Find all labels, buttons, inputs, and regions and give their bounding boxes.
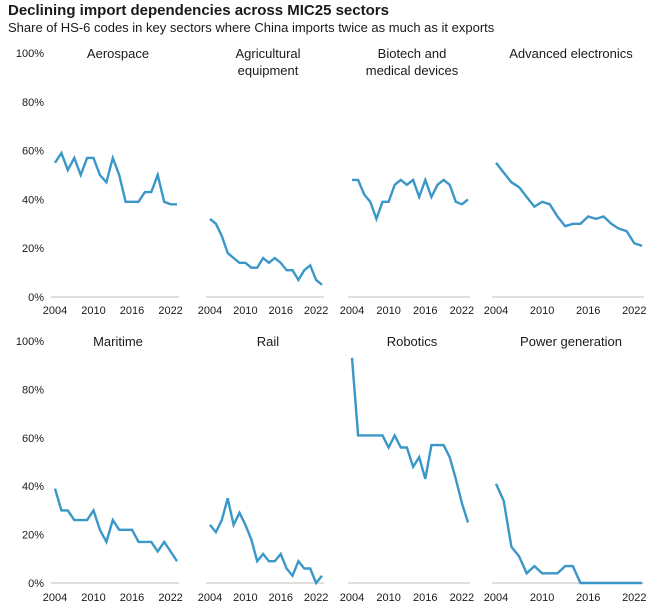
x-tick-label: 2016 bbox=[413, 305, 437, 317]
panel-title: Agricultural bbox=[235, 46, 300, 61]
x-tick-label: 2004 bbox=[340, 305, 364, 317]
x-tick-label: 2016 bbox=[268, 592, 292, 604]
x-tick-label: 2022 bbox=[158, 305, 182, 317]
chart-title: Declining import dependencies across MIC… bbox=[8, 2, 389, 19]
x-tick-label: 2022 bbox=[622, 305, 646, 317]
series-line-rail bbox=[209, 497, 323, 586]
panel-title: equipment bbox=[238, 63, 299, 78]
x-tick-label: 2016 bbox=[268, 305, 292, 317]
y-tick-label: 80% bbox=[22, 384, 44, 396]
y-tick-label: 60% bbox=[22, 146, 44, 158]
x-tick-label: 2010 bbox=[233, 305, 257, 317]
series-line-biotech-and-medical-devices bbox=[352, 176, 469, 223]
x-tick-label: 2022 bbox=[450, 305, 474, 317]
series-line-maritime bbox=[53, 488, 179, 562]
y-tick-label: 80% bbox=[22, 97, 44, 109]
x-tick-label: 2010 bbox=[376, 305, 400, 317]
x-tick-label: 2016 bbox=[120, 305, 144, 317]
panel-title: Aerospace bbox=[87, 46, 149, 61]
panel-title: Advanced electronics bbox=[509, 46, 633, 61]
x-tick-label: 2016 bbox=[576, 305, 600, 317]
chart-subtitle: Share of HS-6 codes in key sectors where… bbox=[8, 20, 495, 35]
y-tick-label: 20% bbox=[22, 530, 44, 542]
y-tick-label: 100% bbox=[16, 48, 44, 60]
x-tick-label: 2022 bbox=[158, 592, 182, 604]
x-tick-label: 2010 bbox=[81, 305, 105, 317]
panel-title: Maritime bbox=[93, 334, 143, 349]
y-tick-label: 40% bbox=[22, 194, 44, 206]
x-tick-label: 2004 bbox=[198, 305, 222, 317]
x-tick-label: 2016 bbox=[413, 592, 437, 604]
series-line-advanced-electronics bbox=[495, 162, 643, 247]
panel-title: Rail bbox=[257, 334, 280, 349]
y-tick-label: 100% bbox=[16, 336, 44, 348]
x-tick-label: 2010 bbox=[530, 592, 554, 604]
series-line-robotics bbox=[350, 357, 470, 523]
panel-title: medical devices bbox=[366, 63, 459, 78]
panel-title: Power generation bbox=[520, 334, 622, 349]
x-tick-label: 2022 bbox=[304, 305, 328, 317]
x-tick-label: 2022 bbox=[622, 592, 646, 604]
x-tick-label: 2016 bbox=[120, 592, 144, 604]
x-tick-label: 2004 bbox=[484, 305, 508, 317]
x-tick-label: 2004 bbox=[340, 592, 364, 604]
y-tick-label: 20% bbox=[22, 243, 44, 255]
x-tick-label: 2016 bbox=[576, 592, 600, 604]
x-tick-label: 2004 bbox=[484, 592, 508, 604]
series-line-power-generation bbox=[494, 483, 642, 585]
x-tick-label: 2004 bbox=[43, 305, 67, 317]
x-tick-label: 2010 bbox=[530, 305, 554, 317]
x-tick-label: 2010 bbox=[376, 592, 400, 604]
y-tick-label: 40% bbox=[22, 481, 44, 493]
y-tick-label: 0% bbox=[28, 578, 44, 590]
x-tick-label: 2010 bbox=[81, 592, 105, 604]
series-line-aerospace bbox=[53, 150, 177, 206]
x-tick-label: 2004 bbox=[43, 592, 67, 604]
x-tick-label: 2010 bbox=[233, 592, 257, 604]
x-tick-label: 2022 bbox=[450, 592, 474, 604]
x-tick-label: 2004 bbox=[198, 592, 222, 604]
x-tick-label: 2022 bbox=[304, 592, 328, 604]
series-line-agricultural-equipment bbox=[209, 217, 323, 286]
y-tick-label: 60% bbox=[22, 433, 44, 445]
panel-title: Robotics bbox=[387, 334, 438, 349]
y-tick-label: 0% bbox=[28, 292, 44, 304]
panel-title: Biotech and bbox=[378, 46, 447, 61]
